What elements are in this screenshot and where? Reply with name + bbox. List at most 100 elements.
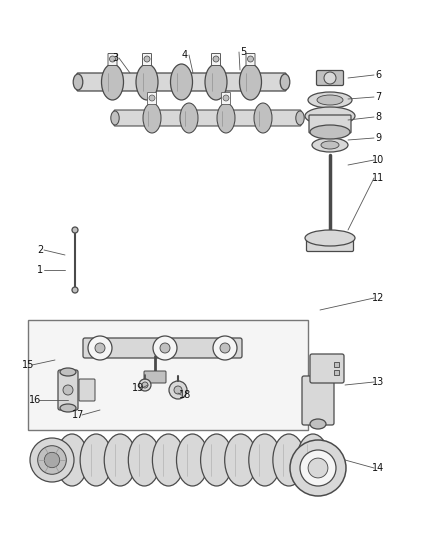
Ellipse shape — [63, 385, 73, 395]
Text: 3: 3 — [112, 53, 118, 63]
Ellipse shape — [213, 336, 237, 360]
Ellipse shape — [44, 453, 60, 467]
Ellipse shape — [60, 368, 76, 376]
Ellipse shape — [273, 434, 305, 486]
Text: 14: 14 — [372, 463, 384, 473]
Ellipse shape — [254, 103, 272, 133]
Ellipse shape — [169, 381, 187, 399]
Ellipse shape — [225, 434, 257, 486]
Ellipse shape — [180, 103, 198, 133]
FancyBboxPatch shape — [142, 53, 152, 66]
Ellipse shape — [308, 92, 352, 108]
Text: 19: 19 — [132, 383, 144, 393]
Text: 12: 12 — [372, 293, 384, 303]
Ellipse shape — [310, 125, 350, 139]
Text: 2: 2 — [37, 245, 43, 255]
Ellipse shape — [217, 103, 235, 133]
Ellipse shape — [152, 434, 184, 486]
Ellipse shape — [72, 227, 78, 233]
Ellipse shape — [38, 446, 66, 474]
Bar — [28, 320, 308, 430]
FancyBboxPatch shape — [246, 53, 255, 66]
Ellipse shape — [223, 95, 229, 101]
FancyBboxPatch shape — [58, 370, 78, 410]
Text: 17: 17 — [72, 410, 84, 420]
Text: 11: 11 — [372, 173, 384, 183]
Ellipse shape — [80, 434, 112, 486]
Ellipse shape — [110, 56, 116, 62]
Ellipse shape — [95, 343, 105, 353]
FancyBboxPatch shape — [148, 93, 156, 104]
Text: 8: 8 — [375, 112, 381, 122]
Bar — [334, 370, 339, 375]
Ellipse shape — [56, 434, 88, 486]
Ellipse shape — [249, 434, 281, 486]
Ellipse shape — [305, 107, 355, 125]
Ellipse shape — [139, 379, 151, 391]
Ellipse shape — [305, 230, 355, 246]
Text: 9: 9 — [375, 133, 381, 143]
Ellipse shape — [72, 287, 78, 293]
FancyBboxPatch shape — [309, 115, 351, 133]
Ellipse shape — [102, 64, 124, 100]
FancyBboxPatch shape — [144, 371, 166, 383]
Ellipse shape — [149, 95, 155, 101]
Text: 16: 16 — [29, 395, 41, 405]
Ellipse shape — [324, 72, 336, 84]
Text: 13: 13 — [372, 377, 384, 387]
Ellipse shape — [201, 434, 233, 486]
Ellipse shape — [317, 95, 343, 105]
Ellipse shape — [308, 458, 328, 478]
FancyBboxPatch shape — [83, 338, 242, 358]
FancyBboxPatch shape — [108, 53, 117, 66]
Text: 1: 1 — [37, 265, 43, 275]
FancyBboxPatch shape — [310, 354, 344, 383]
Ellipse shape — [220, 343, 230, 353]
Text: 18: 18 — [179, 390, 191, 400]
FancyBboxPatch shape — [307, 237, 353, 252]
Ellipse shape — [177, 434, 208, 486]
FancyBboxPatch shape — [212, 53, 220, 66]
FancyBboxPatch shape — [79, 379, 95, 401]
Ellipse shape — [142, 382, 148, 388]
Ellipse shape — [144, 56, 150, 62]
Ellipse shape — [280, 74, 290, 90]
Ellipse shape — [170, 64, 192, 100]
Ellipse shape — [247, 56, 254, 62]
Ellipse shape — [321, 141, 339, 149]
Text: 15: 15 — [22, 360, 34, 370]
Ellipse shape — [205, 64, 227, 100]
Ellipse shape — [136, 64, 158, 100]
Ellipse shape — [310, 419, 326, 429]
Ellipse shape — [160, 343, 170, 353]
Ellipse shape — [143, 103, 161, 133]
Ellipse shape — [174, 386, 182, 394]
Bar — [334, 362, 339, 367]
Text: 5: 5 — [240, 47, 246, 57]
Ellipse shape — [213, 56, 219, 62]
Ellipse shape — [296, 111, 304, 125]
Ellipse shape — [128, 434, 160, 486]
Ellipse shape — [153, 336, 177, 360]
Ellipse shape — [240, 64, 261, 100]
Ellipse shape — [73, 74, 83, 90]
Ellipse shape — [104, 434, 136, 486]
FancyBboxPatch shape — [222, 93, 230, 104]
Ellipse shape — [30, 438, 74, 482]
FancyBboxPatch shape — [57, 450, 336, 470]
Ellipse shape — [111, 111, 119, 125]
Ellipse shape — [290, 440, 346, 496]
FancyBboxPatch shape — [317, 70, 343, 85]
Ellipse shape — [297, 434, 329, 486]
Text: 7: 7 — [375, 92, 381, 102]
Ellipse shape — [300, 450, 336, 486]
FancyBboxPatch shape — [114, 110, 301, 126]
Text: 4: 4 — [182, 50, 188, 60]
FancyBboxPatch shape — [302, 376, 334, 425]
Text: 6: 6 — [375, 70, 381, 80]
Ellipse shape — [312, 138, 348, 152]
Ellipse shape — [88, 336, 112, 360]
Text: 10: 10 — [372, 155, 384, 165]
Ellipse shape — [60, 404, 76, 412]
FancyBboxPatch shape — [77, 73, 286, 91]
